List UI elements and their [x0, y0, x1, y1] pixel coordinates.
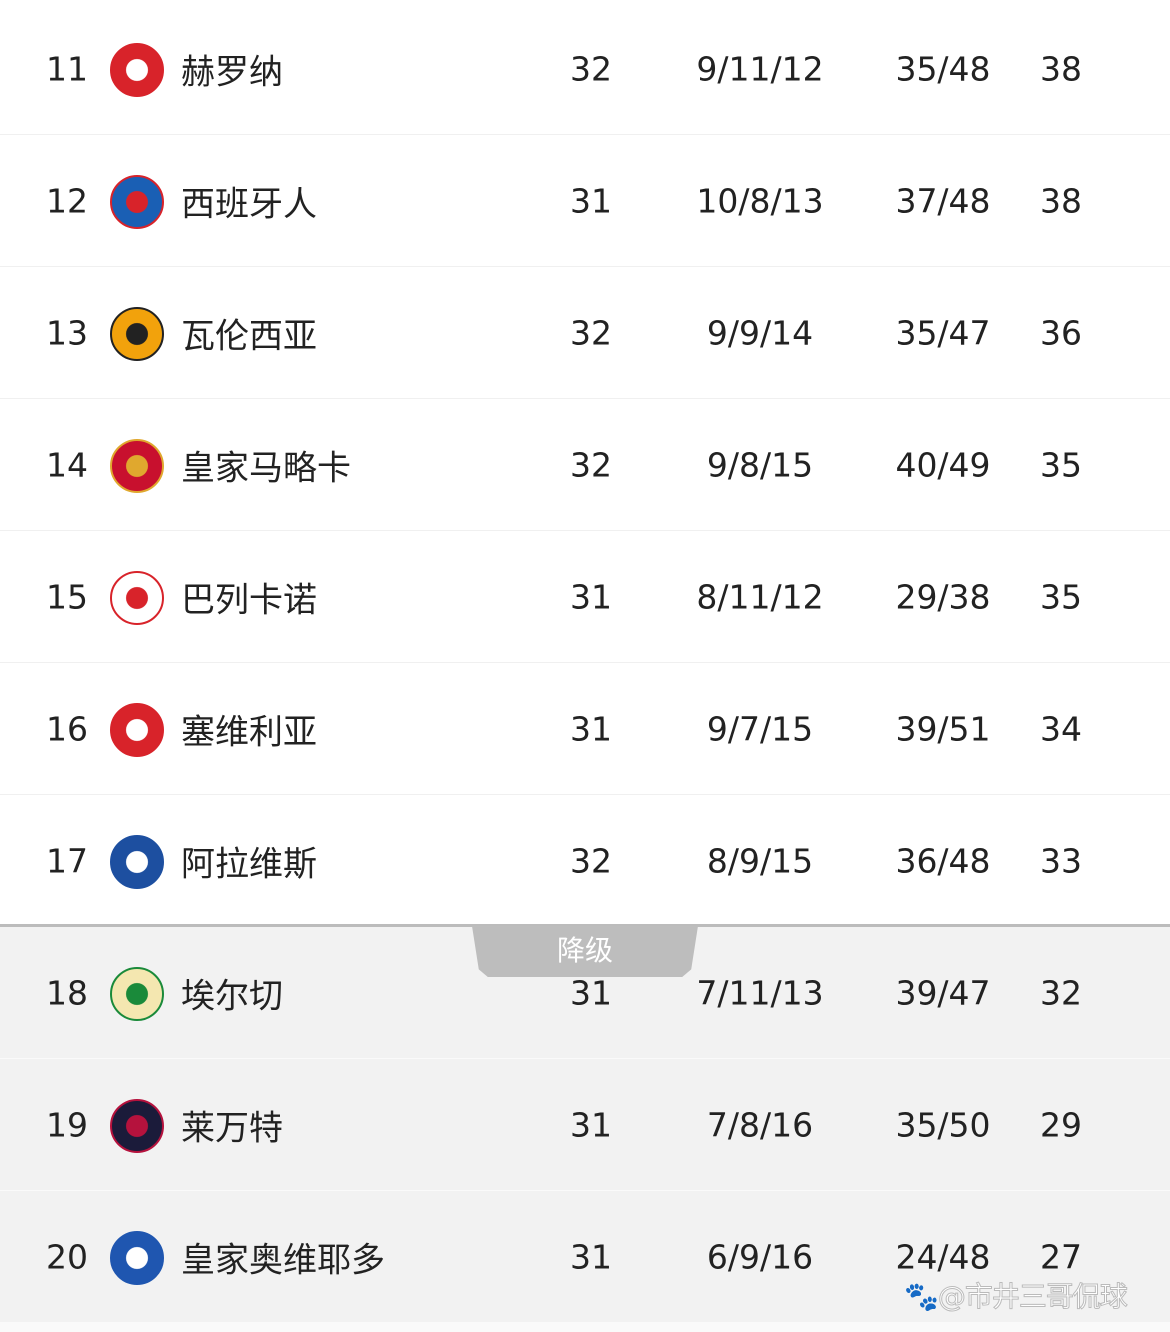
played: 32 — [570, 445, 612, 484]
team-logo-icon — [110, 1099, 164, 1153]
win-draw-loss: 7/11/13 — [696, 973, 824, 1012]
played: 31 — [570, 709, 612, 748]
rank: 15 — [46, 577, 88, 616]
team-name[interactable]: 皇家奥维耶多 — [181, 1240, 385, 1280]
played: 31 — [570, 577, 612, 616]
table-row[interactable]: 13 瓦伦西亚 32 9/9/14 35/47 36 — [0, 267, 1170, 399]
win-draw-loss: 8/11/12 — [696, 577, 824, 616]
win-draw-loss: 9/7/15 — [706, 709, 814, 748]
win-draw-loss: 8/9/15 — [706, 841, 814, 880]
points: 35 — [1040, 445, 1082, 484]
table-row[interactable]: 14 皇家马略卡 32 9/8/15 40/49 35 — [0, 399, 1170, 531]
team-name[interactable]: 埃尔切 — [181, 976, 283, 1016]
team-name[interactable]: 塞维利亚 — [181, 712, 317, 752]
footer-strip — [0, 1323, 1170, 1332]
table-row[interactable]: 19 莱万特 31 7/8/16 35/50 29 — [0, 1059, 1170, 1191]
table-row[interactable]: 11 赫罗纳 32 9/11/12 35/48 38 — [0, 3, 1170, 135]
rank: 13 — [46, 313, 88, 352]
rank: 20 — [46, 1237, 88, 1276]
team-name[interactable]: 莱万特 — [181, 1108, 283, 1148]
played: 31 — [570, 181, 612, 220]
goals-for-against: 37/48 — [895, 181, 991, 220]
table-row[interactable]: 17 阿拉维斯 32 8/9/15 36/48 33 — [0, 795, 1170, 927]
table-row[interactable]: 15 巴列卡诺 31 8/11/12 29/38 35 — [0, 531, 1170, 663]
team-name[interactable]: 瓦伦西亚 — [181, 316, 317, 356]
rank: 17 — [46, 841, 88, 880]
team-logo-icon — [110, 703, 164, 757]
table-row[interactable]: 12 西班牙人 31 10/8/13 37/48 38 — [0, 135, 1170, 267]
rank: 14 — [46, 445, 88, 484]
goals-for-against: 29/38 — [895, 577, 991, 616]
points: 36 — [1040, 313, 1082, 352]
team-name[interactable]: 赫罗纳 — [181, 52, 283, 92]
points: 32 — [1040, 973, 1082, 1012]
watermark: 🐾@市井三哥侃球 — [904, 1280, 1129, 1314]
played: 32 — [570, 841, 612, 880]
table-row[interactable]: 20 皇家奥维耶多 31 6/9/16 24/48 27 — [0, 1191, 1170, 1323]
standings-table: 11 赫罗纳 32 9/11/12 35/48 38 12 西班牙人 31 10/… — [0, 3, 1170, 1323]
team-logo-icon — [110, 835, 164, 889]
relegation-badge: 降级 — [472, 926, 698, 977]
goals-for-against: 35/50 — [895, 1105, 991, 1144]
played: 32 — [570, 49, 612, 88]
team-name[interactable]: 西班牙人 — [181, 184, 317, 224]
goals-for-against: 36/48 — [895, 841, 991, 880]
relegation-divider — [0, 924, 1170, 927]
points: 29 — [1040, 1105, 1082, 1144]
team-logo-icon — [110, 439, 164, 493]
played: 32 — [570, 313, 612, 352]
points: 34 — [1040, 709, 1082, 748]
rank: 16 — [46, 709, 88, 748]
team-logo-icon — [110, 1231, 164, 1285]
goals-for-against: 39/47 — [895, 973, 991, 1012]
win-draw-loss: 7/8/16 — [706, 1105, 814, 1144]
goals-for-against: 35/48 — [895, 49, 991, 88]
rank: 18 — [46, 973, 88, 1012]
win-draw-loss: 6/9/16 — [706, 1237, 814, 1276]
played: 31 — [570, 1105, 612, 1144]
win-draw-loss: 10/8/13 — [696, 181, 824, 220]
win-draw-loss: 9/8/15 — [706, 445, 814, 484]
win-draw-loss: 9/11/12 — [696, 49, 824, 88]
team-name[interactable]: 巴列卡诺 — [181, 580, 317, 620]
goals-for-against: 39/51 — [895, 709, 991, 748]
team-logo-icon — [110, 43, 164, 97]
points: 27 — [1040, 1237, 1082, 1276]
points: 33 — [1040, 841, 1082, 880]
goals-for-against: 40/49 — [895, 445, 991, 484]
rank: 11 — [46, 49, 88, 88]
played: 31 — [570, 1237, 612, 1276]
goals-for-against: 35/47 — [895, 313, 991, 352]
team-name[interactable]: 阿拉维斯 — [181, 844, 317, 884]
rank: 12 — [46, 181, 88, 220]
team-logo-icon — [110, 967, 164, 1021]
team-logo-icon — [110, 175, 164, 229]
team-logo-icon — [110, 571, 164, 625]
team-logo-icon — [110, 307, 164, 361]
points: 38 — [1040, 181, 1082, 220]
table-row[interactable]: 16 塞维利亚 31 9/7/15 39/51 34 — [0, 663, 1170, 795]
team-name[interactable]: 皇家马略卡 — [181, 448, 351, 488]
win-draw-loss: 9/9/14 — [706, 313, 814, 352]
goals-for-against: 24/48 — [895, 1237, 991, 1276]
points: 35 — [1040, 577, 1082, 616]
points: 38 — [1040, 49, 1082, 88]
played: 31 — [570, 973, 612, 1012]
rank: 19 — [46, 1105, 88, 1144]
